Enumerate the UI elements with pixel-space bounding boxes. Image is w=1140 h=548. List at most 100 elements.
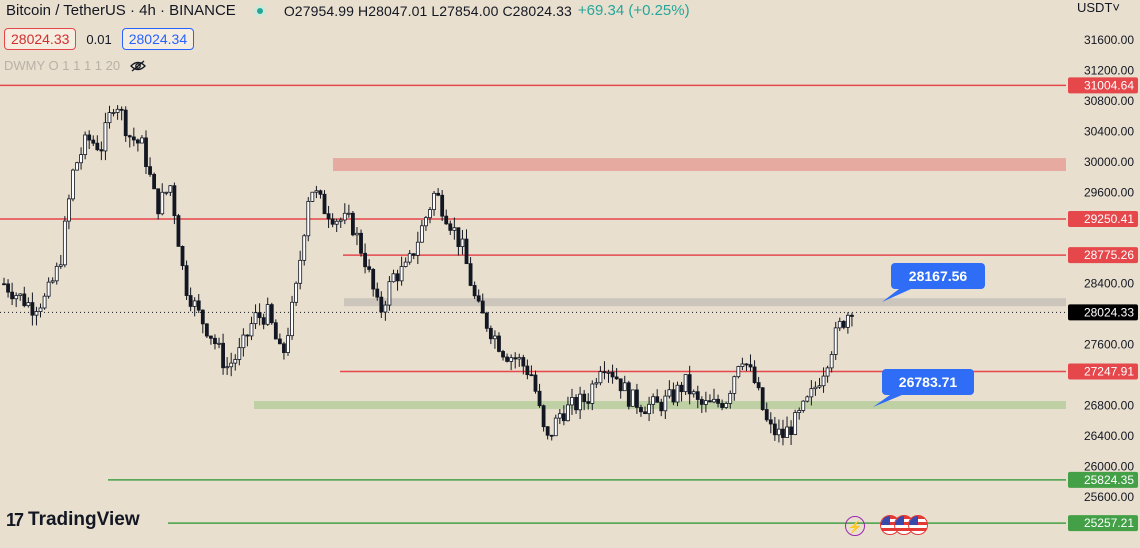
candle-down xyxy=(545,426,550,436)
candle-down xyxy=(200,309,205,325)
candle-up xyxy=(46,281,51,297)
candle-up xyxy=(598,371,603,384)
candle-down xyxy=(525,365,530,376)
y-tick-label: 27600.00 xyxy=(1084,338,1134,352)
candle-up xyxy=(387,281,392,306)
candle-up xyxy=(38,307,43,312)
candle-up xyxy=(342,212,347,221)
events-flags[interactable] xyxy=(880,515,928,535)
candle-down xyxy=(87,134,92,141)
candle-down xyxy=(273,322,278,340)
lightning-icon[interactable]: ⚡ xyxy=(845,516,865,536)
candle-down xyxy=(744,363,749,366)
current-price-box xyxy=(1068,304,1138,321)
candle-up xyxy=(310,191,315,202)
tradingview-logo: 17 TradingView xyxy=(6,509,140,531)
candle-up xyxy=(233,359,238,364)
level-label: 27247.91 xyxy=(1084,364,1134,378)
candle-up xyxy=(663,395,668,412)
level-label: 28775.26 xyxy=(1084,248,1134,262)
candle-down xyxy=(679,384,684,393)
candle-up xyxy=(460,238,465,247)
y-tick-label: 26400.00 xyxy=(1084,429,1134,443)
candle-down xyxy=(456,227,461,247)
indicator-label[interactable]: DWMY O 1 1 1 1 20 xyxy=(4,58,121,73)
level-label-box xyxy=(1068,77,1138,94)
candle-up xyxy=(606,371,611,374)
candle-up xyxy=(298,259,303,284)
candle-down xyxy=(720,403,725,408)
candle-up xyxy=(793,412,798,435)
candle-up xyxy=(107,112,112,124)
candle-down xyxy=(2,283,6,286)
candle-up xyxy=(14,295,19,300)
candle-up xyxy=(740,363,745,367)
level-label-box xyxy=(1068,515,1138,532)
candle-up xyxy=(225,366,230,369)
tv-logo-icon: 17 xyxy=(6,509,24,530)
candle-down xyxy=(537,390,542,407)
candle-up xyxy=(553,417,558,437)
candle-down xyxy=(127,135,132,138)
candle-down xyxy=(602,371,607,374)
candle-down xyxy=(277,338,282,345)
candle-up xyxy=(265,304,270,325)
candle-down xyxy=(756,382,761,389)
candle-down xyxy=(488,327,493,340)
level-label-box xyxy=(1068,471,1138,488)
candle-down xyxy=(513,357,518,360)
eye-hidden-icon[interactable] xyxy=(130,60,147,72)
candle-up xyxy=(253,312,258,325)
candle-up xyxy=(18,293,23,296)
candle-up xyxy=(683,374,688,393)
symbol-title[interactable]: Bitcoin / TetherUS · 4h · BINANCE xyxy=(6,2,236,19)
price-change: +69.34 (+0.25%) xyxy=(577,2,690,19)
candle-up xyxy=(383,304,388,313)
candle-down xyxy=(261,317,266,325)
candle-down xyxy=(505,356,509,362)
buy-button[interactable]: 28024.34 xyxy=(121,28,195,50)
candle-up xyxy=(62,220,67,266)
candle-down xyxy=(184,265,189,296)
candle-up xyxy=(837,320,842,329)
candle-up xyxy=(399,266,404,282)
candle-up xyxy=(58,264,63,267)
candle-up xyxy=(306,200,311,237)
candle-up xyxy=(314,190,319,193)
market-status-icon xyxy=(253,4,266,17)
callout-pointer xyxy=(882,289,911,302)
candle-down xyxy=(484,312,489,329)
candle-down xyxy=(282,343,286,353)
candle-up xyxy=(813,386,818,390)
y-tick-label: 25600.00 xyxy=(1084,490,1134,504)
y-tick-label: 30800.00 xyxy=(1084,94,1134,108)
candle-down xyxy=(582,393,587,403)
currency-selector[interactable]: USDT˅ xyxy=(1077,0,1120,15)
candle-down xyxy=(708,400,712,403)
candle-up xyxy=(164,191,169,194)
candle-down xyxy=(156,188,161,215)
candle-down xyxy=(476,295,481,302)
candle-down xyxy=(152,173,157,190)
candle-down xyxy=(468,263,473,286)
candle-down xyxy=(760,387,765,410)
candle-down xyxy=(716,398,720,404)
us-flag-icon[interactable] xyxy=(908,515,928,535)
candle-down xyxy=(22,293,27,307)
spread-value: 0.01 xyxy=(86,31,112,47)
sell-button[interactable]: 28024.33 xyxy=(4,28,77,50)
candle-down xyxy=(772,423,777,436)
candle-up xyxy=(797,410,802,413)
candle-down xyxy=(326,213,331,220)
candle-up xyxy=(724,403,729,408)
candle-up xyxy=(75,162,79,171)
level-label-box xyxy=(1068,363,1138,380)
candle-up xyxy=(821,375,826,387)
candle-down xyxy=(213,337,217,345)
candle-up xyxy=(241,334,246,349)
candle-down xyxy=(561,413,566,422)
candle-down xyxy=(687,374,692,395)
candle-up xyxy=(785,426,789,438)
candle-up xyxy=(833,327,838,355)
